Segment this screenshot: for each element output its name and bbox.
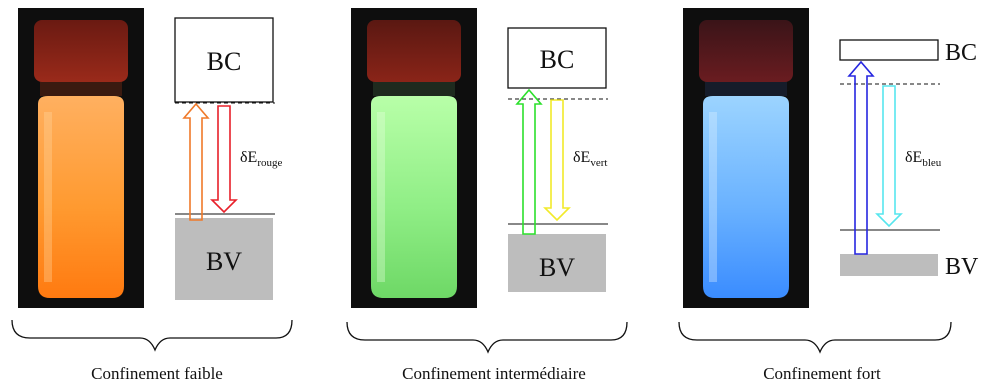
excitation-arrow (182, 102, 210, 221)
caption: Confinement intermédiaire (402, 364, 586, 383)
curly-brace (11, 319, 293, 352)
conduction-band-box (839, 39, 939, 61)
bv-label: BV (206, 247, 242, 276)
excitation-arrow (515, 88, 543, 235)
curly-brace (678, 321, 952, 354)
valence-band-box (175, 218, 273, 300)
vial-photo-blue (683, 8, 809, 308)
energy-diagram-fort: BC BV δEbleu (678, 39, 979, 354)
caption: Confinement faible (91, 364, 223, 383)
bc-label: BC (540, 45, 575, 74)
bc-label: BC (207, 47, 242, 76)
valence-band-box (840, 254, 938, 276)
bv-label: BV (539, 253, 575, 282)
valence-band-box (508, 234, 606, 292)
energy-diagram-faible: BC BV δErouge (11, 17, 293, 352)
conduction-band-box (507, 27, 607, 89)
energy-gap-label: δEbleu (905, 149, 942, 169)
emission-arrow (875, 85, 903, 228)
emission-arrow (543, 99, 571, 222)
panel-confinement-fort: BC BV δEbleu Confinement fort (665, 0, 995, 390)
curly-brace (346, 321, 628, 354)
energy-gap-label: δEvert (573, 149, 607, 169)
panel-confinement-intermediaire: BC BV δEvert Confinement intermédiaire (333, 0, 663, 390)
vial-photo-orange (18, 8, 144, 308)
conduction-band-box (174, 17, 274, 103)
vial-photo-green (351, 8, 477, 308)
bc-label: BC (945, 40, 977, 66)
energy-diagram-intermediaire: BC BV δEvert (346, 27, 628, 354)
energy-gap-label: δErouge (240, 149, 282, 169)
excitation-arrow (847, 60, 875, 255)
panel-confinement-faible: BC BV δErouge Confinement faible (0, 0, 330, 390)
caption: Confinement fort (763, 364, 881, 383)
bv-label: BV (945, 254, 979, 280)
emission-arrow (210, 105, 238, 214)
